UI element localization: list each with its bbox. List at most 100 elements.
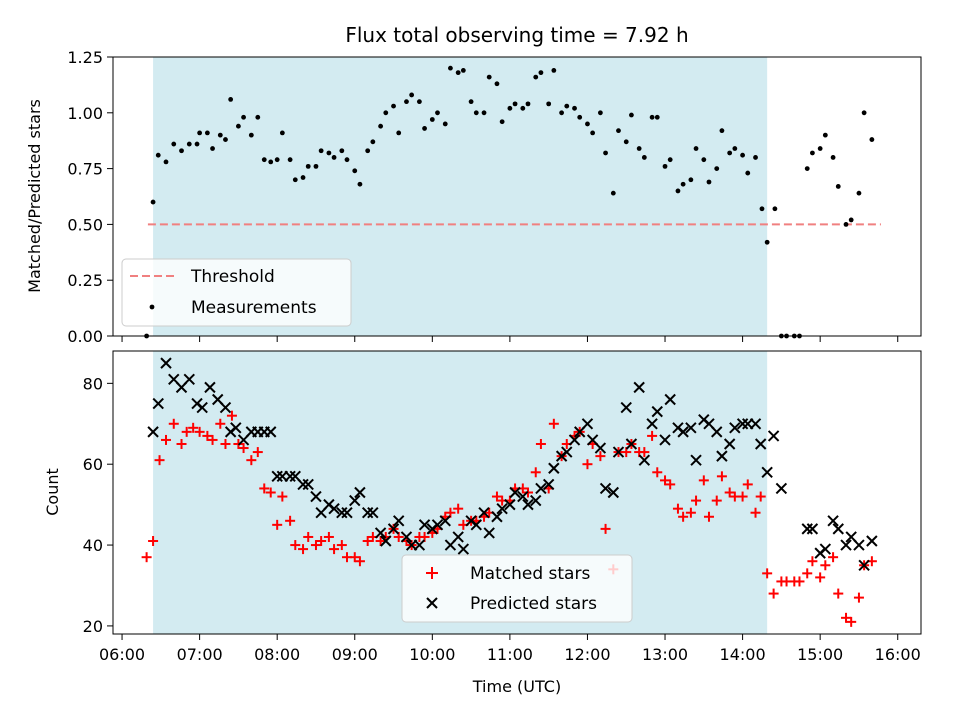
matched-star-point xyxy=(685,507,696,518)
predicted-star-point xyxy=(620,401,632,414)
matched-star-point xyxy=(724,487,735,498)
predicted-star-point xyxy=(491,511,503,523)
legend-label-threshold: Threshold xyxy=(190,267,275,287)
measurement-point xyxy=(732,146,738,151)
x-tick-label: 13:00 xyxy=(642,645,688,664)
measurement-point xyxy=(396,130,402,136)
matched-star-point xyxy=(742,479,753,490)
predicted-star-point xyxy=(664,393,676,406)
measurement-point xyxy=(551,67,557,73)
measurement-point xyxy=(197,130,203,136)
predicted-stars-series xyxy=(147,357,878,571)
predicted-star-point xyxy=(400,531,413,543)
matched-star-point xyxy=(181,426,192,437)
matched-star-point xyxy=(548,418,559,429)
measurement-point xyxy=(719,128,725,134)
measurement-point xyxy=(641,155,647,160)
predicted-star-point xyxy=(827,515,839,527)
predicted-star-point xyxy=(625,438,638,450)
matched-star-point xyxy=(329,544,340,555)
predicted-star-point xyxy=(568,434,581,446)
matched-star-point xyxy=(265,487,276,498)
matched-star-point xyxy=(691,495,702,506)
matched-star-point xyxy=(252,447,263,458)
matched-star-point xyxy=(491,491,502,502)
predicted-star-point xyxy=(452,531,464,543)
matched-star-point xyxy=(672,503,683,514)
measurement-point xyxy=(830,155,836,160)
matched-star-point xyxy=(660,475,671,486)
measurement-point xyxy=(241,114,246,120)
predicted-star-point xyxy=(716,450,728,462)
measurement-point xyxy=(416,99,422,105)
predicted-star-point xyxy=(761,466,773,478)
matched-star-point xyxy=(750,507,761,518)
predicted-star-point xyxy=(749,418,762,430)
matched-star-point xyxy=(595,451,606,462)
matched-star-point xyxy=(841,612,852,623)
predicted-star-point xyxy=(302,478,314,491)
predicted-star-point xyxy=(361,507,374,519)
predicted-star-point xyxy=(711,426,723,438)
predicted-star-point xyxy=(767,430,780,442)
matched-star-point xyxy=(141,552,152,563)
measurement-point xyxy=(546,101,552,107)
measurement-point xyxy=(365,148,371,154)
predicted-star-point xyxy=(858,559,870,571)
predicted-star-point xyxy=(271,470,283,483)
measurement-point xyxy=(843,222,849,227)
predicted-star-point xyxy=(297,478,309,491)
bottom-x-axis-ticks: 06:00 07:00 08:00 09:00 10:00 11:00 12:00 13:00… xyxy=(99,634,921,664)
predicted-star-point xyxy=(581,418,594,430)
predicted-star-point xyxy=(832,523,844,535)
measurement-point xyxy=(856,190,862,196)
bottom-y-tick-label: 40 xyxy=(83,536,103,555)
measurement-point xyxy=(675,188,681,194)
measurement-point xyxy=(848,217,854,223)
measurement-point xyxy=(339,148,345,154)
matched-star-point xyxy=(820,560,831,571)
measurement-point xyxy=(667,157,673,163)
top-legend: Threshold Measurements xyxy=(121,258,352,327)
measurement-point xyxy=(512,101,518,107)
predicted-star-point xyxy=(754,438,767,450)
predicted-star-point xyxy=(457,543,470,555)
measurement-point xyxy=(370,139,376,145)
measurement-point xyxy=(268,159,274,165)
matched-star-point xyxy=(194,426,205,437)
matched-star-point xyxy=(737,491,748,502)
measurement-point xyxy=(326,150,332,156)
measurement-point xyxy=(714,166,720,172)
measurement-point xyxy=(759,206,765,212)
predicted-star-point xyxy=(548,462,560,474)
matched-star-point xyxy=(161,434,172,445)
top-y-tick-label: 0.00 xyxy=(67,327,103,346)
measurement-point xyxy=(817,146,823,151)
measurement-point xyxy=(179,148,184,154)
measurements-series xyxy=(144,65,875,339)
measurement-point xyxy=(448,65,453,71)
predicted-star-point xyxy=(354,486,366,499)
measurement-point xyxy=(623,139,629,145)
measurement-point xyxy=(533,74,539,80)
predicted-star-point xyxy=(729,422,741,434)
matched-star-point xyxy=(453,503,464,514)
predicted-star-point xyxy=(530,494,542,507)
predicted-star-point xyxy=(504,498,516,511)
measurement-point xyxy=(292,177,298,183)
matched-star-point xyxy=(678,511,689,522)
matched-star-point xyxy=(168,418,179,429)
predicted-star-point xyxy=(853,539,865,551)
top-panel: Flux total observing time = 7.92 h 0.000… xyxy=(25,23,922,346)
bottom-legend: Matched stars Predicted stars xyxy=(401,554,633,623)
x-tick-label: 09:00 xyxy=(332,645,378,664)
measurement-point xyxy=(194,141,200,147)
measurement-point xyxy=(610,190,616,196)
measurement-point xyxy=(404,99,409,105)
measurement-point xyxy=(597,110,603,116)
top-y-tick-label: 0.75 xyxy=(67,160,103,179)
x-tick-label: 07:00 xyxy=(177,645,223,664)
matched-star-point xyxy=(530,467,541,478)
predicted-star-point xyxy=(840,539,852,551)
predicted-star-point xyxy=(284,470,296,483)
